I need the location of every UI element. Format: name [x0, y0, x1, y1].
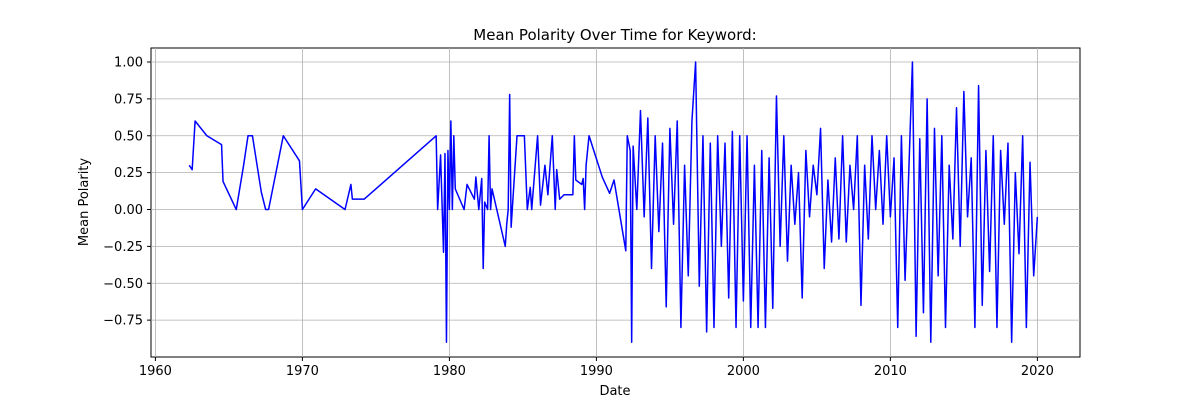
y-axis-label: Mean Polarity [77, 158, 92, 247]
y-tick-label: 0.00 [114, 203, 143, 218]
x-tick-label: 1980 [433, 364, 466, 379]
y-tick-label: 0.75 [114, 92, 143, 107]
y-tick-label: −0.25 [103, 240, 143, 255]
y-tick-label: 0.50 [114, 129, 143, 144]
y-tick-label: 1.00 [114, 56, 143, 71]
data-line [188, 61, 1039, 343]
chart-title: Mean Polarity Over Time for Keyword: [473, 26, 756, 44]
x-tick-label: 1990 [580, 364, 613, 379]
x-tick-label: 2020 [1021, 364, 1054, 379]
plot-frame [150, 47, 1081, 358]
y-tick-label: −0.75 [103, 314, 143, 329]
x-axis-label: Date [599, 384, 630, 399]
y-tick-label: −0.50 [103, 277, 143, 292]
x-tick-label: 2000 [727, 364, 760, 379]
x-tick-label: 1970 [286, 364, 319, 379]
y-tick-label: 0.25 [114, 166, 143, 181]
x-tick-label: 2010 [874, 364, 907, 379]
x-tick-label: 1960 [139, 364, 172, 379]
